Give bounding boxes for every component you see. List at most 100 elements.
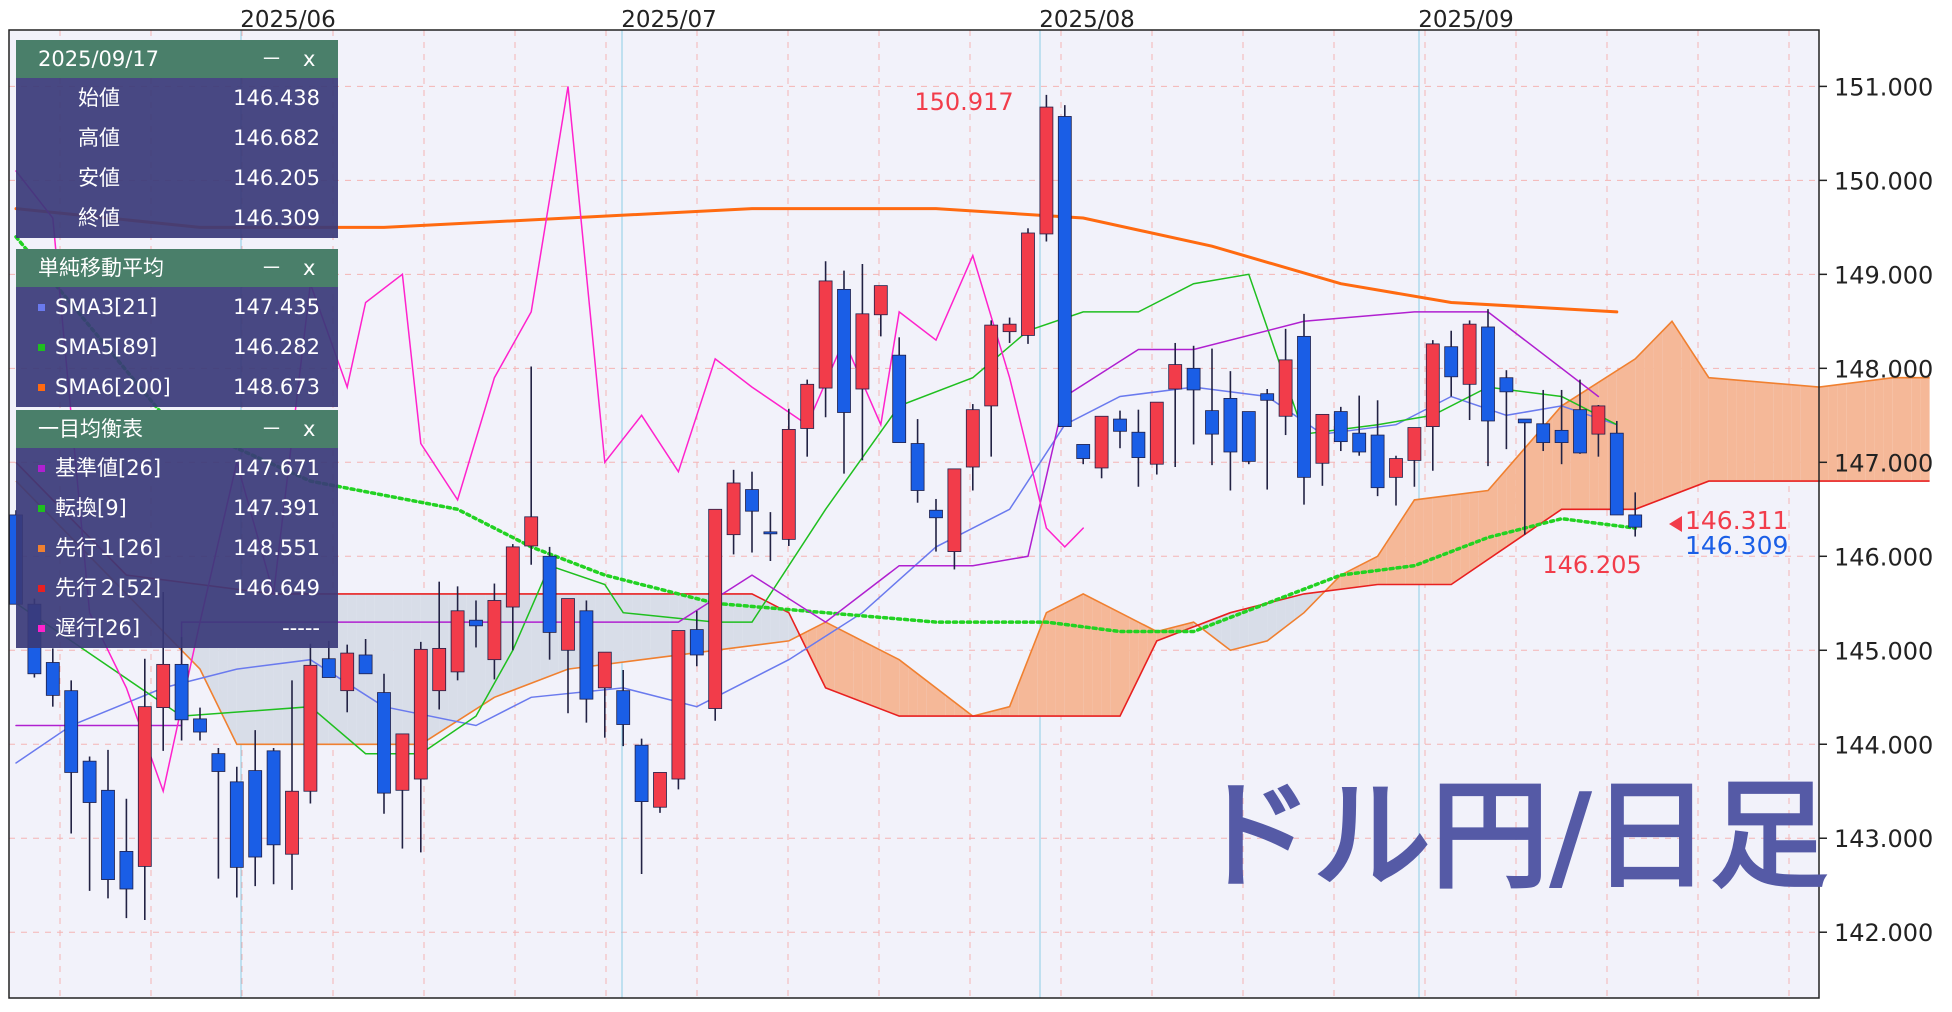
row-value: 146.682 [233,126,320,150]
candle-body [487,600,502,661]
leading-span2-line [15,461,1930,717]
row-label: SMA5[89] [55,335,158,359]
y-tick-label: 143.000 [1834,825,1933,853]
cloud-segment [1672,321,1682,496]
candle-body [266,750,281,846]
cloud-segment [733,593,743,648]
sma-panel: 単純移動平均 － x SMA3[21] 147.435 SMA5[89] 146.28… [16,249,338,407]
row-value: 148.673 [233,375,320,399]
close-button[interactable]: x [303,417,316,441]
minimize-button[interactable]: － [261,256,282,280]
cloud-segment [807,626,817,670]
panel-row: 先行２[52] 146.649 [16,568,338,608]
cloud-segment [1534,427,1544,529]
cloud-segment [632,593,642,661]
row-label: 終値 [78,206,120,230]
cloud-segment [1451,494,1461,585]
cloud-segment [1690,349,1700,489]
sma-panel-title: 単純移動平均 [38,256,164,280]
cloud-segment [393,593,403,745]
y-tick-label: 148.000 [1834,355,1933,383]
y-tick-label: 150.000 [1834,167,1933,195]
cloud-segment [1478,490,1488,566]
cloud-segment [1506,458,1516,547]
row-label: 高値 [78,126,120,150]
row-value: 146.282 [233,335,320,359]
candle-body [229,781,244,868]
cloud-segment [853,636,863,702]
cloud-segment [1911,377,1921,482]
candle-body [524,516,539,547]
panel-row: SMA6[200] 148.673 [16,367,338,407]
cloud-segment [1285,596,1295,627]
low-annotation: 146.205 [1542,551,1641,579]
candle-body [1168,364,1183,390]
candle-body [450,610,465,673]
row-value: ----- [282,616,320,640]
cloud-segment [844,631,854,699]
cloud-segment [1626,358,1636,510]
candle-body [211,753,226,772]
candle-body [321,658,336,678]
ohlc-panel-header: 2025/09/17 － x [16,40,338,78]
candle-body [616,690,631,725]
candle-body [377,692,391,794]
legend-dot-icon [38,585,45,592]
minimize-button[interactable]: － [261,417,282,441]
candle-body [413,648,428,780]
ichimoku-panel-title: 一目均衡表 [38,417,143,441]
candle-body [156,663,171,709]
high-annotation: 150.917 [914,88,1013,116]
cloud-segment [1819,386,1829,482]
candle-body [303,664,318,792]
candle-body [1205,410,1219,435]
candle-body [395,733,410,791]
candle-body [1241,411,1256,462]
cloud-segment [1589,382,1599,510]
cloud-segment [1699,363,1709,485]
cloud-segment [1892,377,1902,482]
close-button[interactable]: x [303,47,316,71]
candle-body [726,482,741,536]
ichimoku-rows: 基準値[26] 147.671 転換[9] 147.391 先行１[26] 148.551… [16,448,338,648]
cloud-segment [1101,603,1111,717]
candle-body [1223,398,1238,453]
candle-body [1389,458,1403,478]
candle-body [910,443,925,491]
candle-body [1260,393,1275,401]
candle-body [781,429,796,540]
candle-body [689,629,704,656]
y-tick-label: 147.000 [1834,449,1933,477]
cloud-segment [1147,626,1157,660]
cloud-segment [1865,380,1875,482]
row-value: 146.649 [233,576,320,600]
cloud-segment [1129,617,1139,698]
candle-body [708,508,723,709]
cloud-segment [1552,405,1562,516]
candle-body [1462,323,1477,385]
cloud-segment [770,603,780,644]
candle-body [1333,411,1348,443]
candle-body [745,489,759,512]
close-button[interactable]: x [303,256,316,280]
minimize-button[interactable]: － [261,47,282,71]
indicator-line [14,235,1637,634]
candle-body [1444,346,1459,378]
cloud-segment [1644,340,1654,506]
cloud-segment [476,593,486,709]
row-label: 先行２[52] [55,576,162,600]
cloud-segment [1239,608,1249,648]
cloud-segment [1028,636,1038,717]
cloud-segment [1902,377,1912,482]
cloud-segment [899,659,909,717]
sma-panel-header: 単純移動平均 － x [16,249,338,287]
cloud-segment [512,593,522,691]
cloud-segment [1423,497,1433,585]
cloud-segment [1708,377,1718,482]
bid-price-label: 146.309 [1685,531,1788,560]
ichimoku-panel-header: 一目均衡表 － x [16,410,338,448]
candle-body [763,531,778,535]
cloud-segment [908,666,918,717]
row-value: 146.438 [233,86,320,110]
cloud-segment [1294,593,1304,620]
